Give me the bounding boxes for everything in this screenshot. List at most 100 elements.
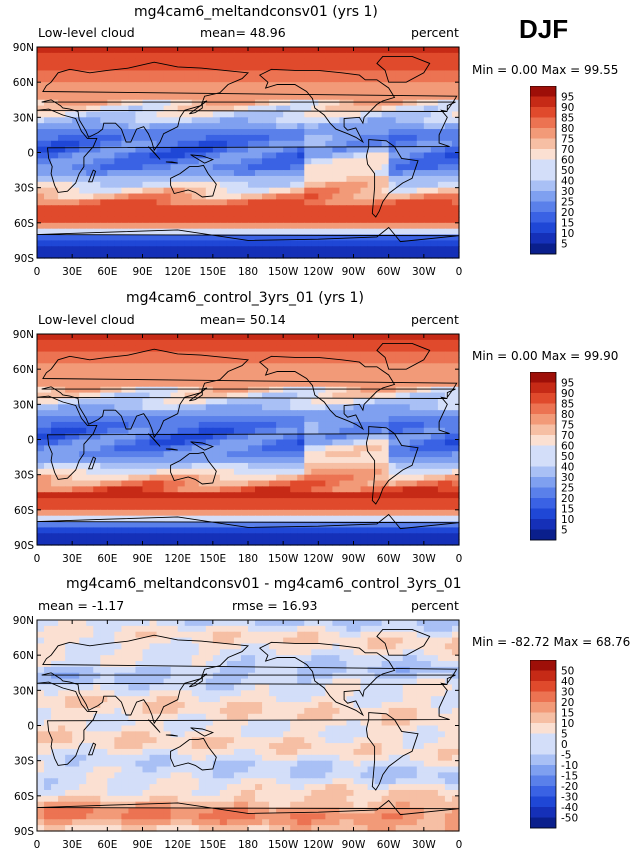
map-cell	[65, 234, 73, 242]
map-cell	[142, 199, 151, 206]
map-cell	[79, 462, 87, 470]
map-cell	[107, 474, 115, 482]
map-cell	[135, 410, 144, 417]
colorbar-label: 75	[561, 134, 574, 146]
map-cell	[233, 492, 242, 499]
map-cell	[205, 486, 214, 493]
map-cell	[402, 509, 411, 517]
map-cell	[65, 445, 73, 452]
map-cell	[304, 117, 312, 124]
map-cell	[346, 193, 355, 200]
map-cell	[198, 105, 207, 113]
map-cell	[304, 222, 312, 230]
map-cell	[51, 70, 59, 77]
map-cell	[346, 474, 355, 482]
map-cell	[290, 228, 298, 236]
map-cell	[121, 170, 130, 177]
map-cell	[276, 164, 284, 171]
map-cell	[381, 129, 390, 136]
map-cell	[276, 140, 284, 148]
map-cell	[79, 357, 87, 364]
map-cell	[198, 363, 207, 370]
map-cell	[332, 410, 341, 417]
map-cell	[205, 99, 214, 107]
map-cell	[114, 427, 122, 435]
map-cell	[205, 474, 214, 482]
map-cell	[170, 486, 179, 493]
map-cell	[65, 175, 73, 183]
map-cell	[395, 134, 404, 142]
map-cell	[409, 252, 418, 259]
map-cell	[191, 175, 200, 183]
map-cell	[269, 457, 277, 464]
map-cell	[156, 375, 165, 382]
map-cell	[248, 480, 256, 487]
map-cell	[381, 427, 390, 435]
map-cell	[297, 492, 305, 499]
map-cell	[283, 58, 291, 66]
map-cell	[163, 398, 172, 405]
map-cell	[255, 228, 263, 236]
map-cell	[360, 88, 369, 95]
map-cell	[283, 655, 291, 662]
map-cell	[86, 222, 94, 230]
map-cell	[212, 655, 221, 662]
map-cell	[304, 129, 312, 136]
map-cell	[374, 111, 383, 118]
map-cell	[297, 228, 305, 236]
map-cell	[198, 211, 207, 218]
map-cell	[135, 134, 144, 142]
map-cell	[114, 637, 122, 645]
map-cell	[381, 637, 390, 645]
map-cell	[255, 234, 263, 242]
map-cell	[290, 643, 298, 650]
map-cell	[423, 134, 432, 142]
map-cell	[318, 486, 326, 493]
map-cell	[44, 515, 52, 523]
colorbar-label: 15	[561, 504, 574, 516]
map-cell	[156, 129, 165, 136]
map-cell	[212, 631, 221, 639]
map-cell	[269, 486, 277, 493]
map-cell	[437, 533, 446, 540]
map-cell	[444, 345, 453, 353]
map-cell	[72, 539, 80, 546]
map-cell	[170, 93, 179, 101]
map-cell	[409, 158, 418, 165]
map-cell	[212, 105, 221, 113]
map-cell	[51, 649, 59, 656]
map-cell	[79, 457, 87, 464]
map-cell	[51, 52, 59, 60]
map-cell	[51, 58, 59, 66]
map-cell	[65, 205, 73, 212]
map-cell	[290, 339, 298, 347]
map-cell	[170, 480, 179, 487]
map-cell	[72, 252, 80, 259]
map-cell	[332, 246, 341, 253]
map-cell	[156, 134, 165, 142]
map-cell	[86, 649, 94, 656]
map-cell	[451, 345, 460, 353]
map-cell	[135, 492, 144, 499]
map-cell	[86, 187, 94, 195]
map-cell	[114, 164, 122, 171]
map-cell	[402, 480, 411, 487]
map-cell	[444, 334, 453, 341]
map-cell	[170, 205, 179, 212]
map-cell	[262, 410, 270, 417]
map-cell	[318, 64, 326, 72]
map-cell	[318, 410, 326, 417]
map-cell	[51, 193, 59, 200]
map-cell	[114, 216, 122, 224]
map-cell	[114, 445, 122, 452]
map-cell	[100, 134, 108, 142]
map-cell	[248, 187, 256, 195]
map-cell	[416, 515, 425, 523]
map-cell	[283, 503, 291, 511]
map-cell	[388, 252, 397, 259]
map-cell	[262, 246, 270, 253]
map-cell	[79, 334, 87, 341]
map-cell	[177, 129, 186, 136]
map-cell	[430, 637, 439, 645]
map-cell	[163, 649, 172, 656]
